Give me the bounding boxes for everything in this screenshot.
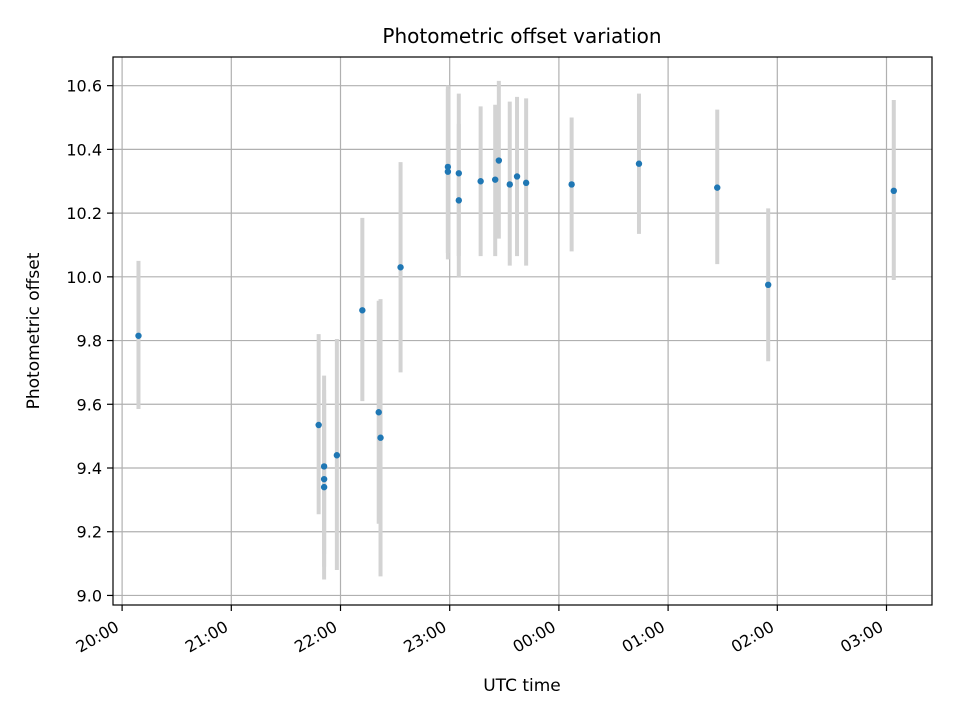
y-tick-label: 10.4 bbox=[66, 140, 102, 159]
data-point bbox=[568, 181, 575, 188]
data-point bbox=[315, 421, 322, 429]
data-point bbox=[359, 307, 366, 314]
y-tick-label: 9.2 bbox=[77, 523, 102, 542]
data-point bbox=[492, 176, 499, 183]
data-point bbox=[333, 452, 341, 459]
data-point bbox=[444, 163, 452, 171]
data-point bbox=[714, 184, 721, 191]
data-point bbox=[375, 409, 382, 416]
data-point bbox=[890, 187, 897, 195]
point-layer bbox=[135, 157, 897, 491]
y-tick-label: 9.4 bbox=[77, 459, 102, 478]
data-point bbox=[320, 475, 328, 483]
y-axis-title: Photometric offset bbox=[24, 252, 44, 409]
plot-frame bbox=[112, 56, 933, 606]
y-tick-label: 10.6 bbox=[66, 77, 102, 96]
data-point bbox=[455, 170, 462, 177]
x-axis-title: UTC time bbox=[483, 676, 561, 696]
y-tick-label: 9.0 bbox=[77, 586, 102, 605]
data-point bbox=[135, 332, 142, 339]
y-tick-label: 9.8 bbox=[77, 332, 102, 351]
y-tick-label: 9.6 bbox=[77, 395, 102, 414]
grid-layer bbox=[113, 57, 932, 605]
data-point bbox=[506, 181, 513, 188]
data-point bbox=[635, 160, 643, 167]
data-point bbox=[477, 178, 484, 185]
y-tick-label: 10.2 bbox=[66, 204, 102, 223]
data-point bbox=[320, 463, 328, 470]
data-point bbox=[455, 197, 462, 204]
data-point bbox=[495, 157, 503, 164]
data-point bbox=[444, 168, 452, 175]
y-axis-ticks: 9.0 9.2 9.4 9.6 9.8 10.0 10.2 10.4 10.6 bbox=[66, 77, 113, 605]
data-point bbox=[513, 173, 521, 180]
data-point bbox=[765, 281, 772, 289]
data-point bbox=[320, 483, 328, 491]
data-point bbox=[522, 179, 530, 187]
data-point bbox=[377, 434, 384, 441]
y-tick-label: 10.0 bbox=[66, 268, 102, 287]
chart-title: Photometric offset variation bbox=[382, 24, 661, 48]
data-point bbox=[397, 264, 404, 271]
